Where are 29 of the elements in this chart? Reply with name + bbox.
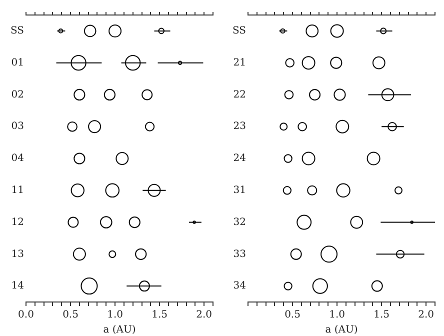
y-tick-label: 21 (233, 57, 246, 68)
y-tick-label: 23 (233, 121, 246, 132)
y-tick-label: 24 (233, 153, 246, 164)
x-tick-label: 2.0 (418, 310, 434, 321)
y-tick-label: 22 (233, 89, 246, 100)
x-tick-label: 0.5 (284, 310, 300, 321)
x-tick-label: 0.5 (62, 310, 78, 321)
y-tick-label: 31 (233, 184, 246, 196)
y-tick-label: 03 (11, 121, 24, 132)
x-axis-title: a (AU) (103, 324, 136, 336)
x-tick-label: 2.0 (196, 310, 212, 321)
x-tick-label: 0.0 (18, 310, 34, 321)
x-axis-title: a (AU) (325, 324, 358, 336)
y-tick-label: 11 (11, 184, 24, 196)
y-tick-label: 34 (233, 280, 246, 292)
y-tick-label: 02 (11, 89, 24, 100)
y-tick-label: 01 (11, 57, 24, 68)
y-tick-label: 32 (233, 216, 246, 228)
y-tick-label: 04 (11, 153, 24, 164)
y-tick-label: 33 (233, 248, 246, 260)
x-tick-label: 1.0 (329, 310, 345, 321)
x-tick-label: 1.5 (152, 310, 168, 321)
y-tick-label: 14 (11, 280, 24, 292)
y-tick-label: SS (232, 26, 246, 37)
y-tick-label: SS (10, 26, 24, 37)
y-tick-label: 12 (11, 216, 24, 228)
y-tick-label: 13 (11, 248, 24, 260)
x-tick-label: 1.0 (107, 310, 123, 321)
x-tick-label: 1.5 (374, 310, 390, 321)
